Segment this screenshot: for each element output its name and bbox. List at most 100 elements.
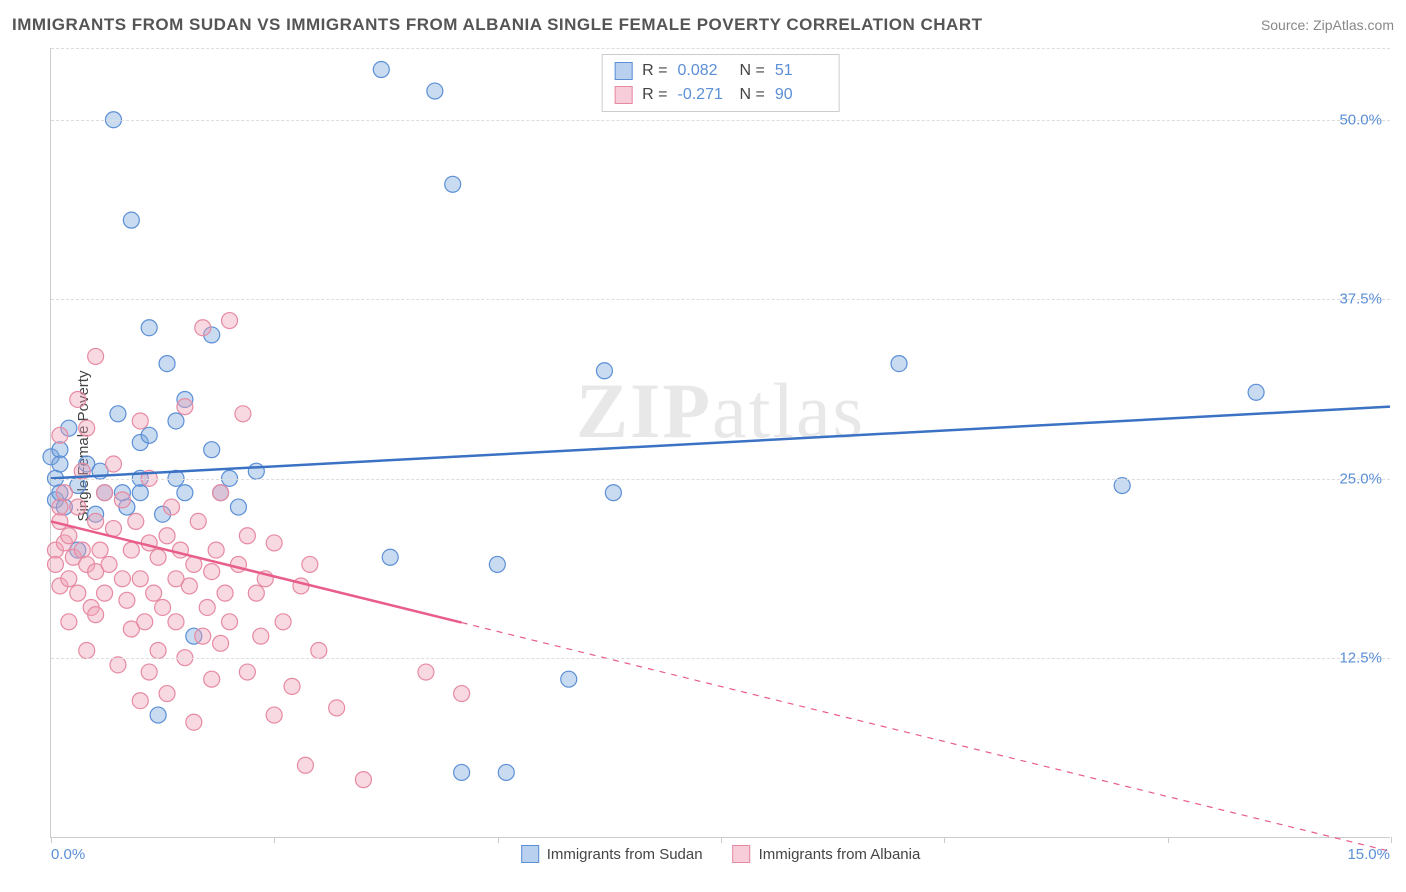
scatter-point-albania [70, 585, 86, 601]
scatter-point-albania [61, 614, 77, 630]
r-value: -0.271 [678, 83, 730, 107]
scatter-point-sudan [454, 764, 470, 780]
y-tick-label: 12.5% [1339, 650, 1382, 667]
scatter-point-sudan [52, 442, 68, 458]
chart-container: IMMIGRANTS FROM SUDAN VS IMMIGRANTS FROM… [0, 0, 1406, 892]
scatter-point-albania [199, 599, 215, 615]
scatter-point-albania [88, 513, 104, 529]
y-tick-label: 25.0% [1339, 470, 1382, 487]
scatter-point-albania [284, 678, 300, 694]
scatter-point-albania [88, 607, 104, 623]
scatter-point-albania [213, 635, 229, 651]
scatter-point-albania [248, 585, 264, 601]
legend-label: Immigrants from Albania [759, 846, 921, 863]
n-value: 51 [775, 59, 827, 83]
scatter-point-sudan [248, 463, 264, 479]
scatter-point-albania [105, 456, 121, 472]
scatter-point-albania [222, 313, 238, 329]
scatter-point-albania [70, 391, 86, 407]
x-tick-label: 0.0% [51, 846, 85, 863]
scatter-point-albania [141, 664, 157, 680]
y-tick-label: 50.0% [1339, 111, 1382, 128]
x-tick-mark [51, 837, 52, 843]
scatter-point-albania [355, 772, 371, 788]
scatter-point-sudan [52, 456, 68, 472]
plot-svg [51, 48, 1390, 837]
scatter-point-albania [302, 556, 318, 572]
scatter-point-albania [88, 348, 104, 364]
scatter-point-sudan [1248, 384, 1264, 400]
scatter-point-albania [97, 585, 113, 601]
scatter-point-sudan [561, 671, 577, 687]
chart-title: IMMIGRANTS FROM SUDAN VS IMMIGRANTS FROM… [12, 15, 982, 35]
scatter-point-albania [141, 535, 157, 551]
legend-item-sudan: Immigrants from Sudan [521, 845, 703, 863]
scatter-point-albania [74, 542, 90, 558]
scatter-point-sudan [141, 427, 157, 443]
scatter-point-albania [181, 578, 197, 594]
gridline-h [51, 658, 1390, 659]
source-link[interactable]: ZipAtlas.com [1313, 17, 1394, 33]
scatter-point-sudan [596, 363, 612, 379]
x-tick-mark [721, 837, 722, 843]
n-value: 90 [775, 83, 827, 107]
scatter-point-sudan [150, 707, 166, 723]
scatter-point-sudan [177, 485, 193, 501]
scatter-point-albania [266, 707, 282, 723]
scatter-point-albania [329, 700, 345, 716]
scatter-point-albania [235, 406, 251, 422]
scatter-point-albania [132, 571, 148, 587]
correlation-stats-box: R = 0.082 N = 51R =-0.271N =90 [601, 54, 840, 112]
x-tick-mark [498, 837, 499, 843]
scatter-point-albania [204, 564, 220, 580]
scatter-point-sudan [110, 406, 126, 422]
legend-label: Immigrants from Sudan [547, 846, 703, 863]
source-attribution: Source: ZipAtlas.com [1261, 17, 1394, 33]
r-label: R = [642, 59, 667, 83]
x-tick-mark [1168, 837, 1169, 843]
scatter-point-albania [159, 686, 175, 702]
gridline-h [51, 299, 1390, 300]
scatter-point-albania [79, 420, 95, 436]
scatter-point-sudan [498, 764, 514, 780]
scatter-point-sudan [891, 356, 907, 372]
x-tick-mark [274, 837, 275, 843]
scatter-point-sudan [605, 485, 621, 501]
x-tick-label: 15.0% [1347, 846, 1390, 863]
r-value: 0.082 [678, 59, 730, 83]
trend-line-dashed-albania [462, 623, 1390, 852]
scatter-point-albania [137, 614, 153, 630]
scatter-point-sudan [123, 212, 139, 228]
scatter-point-albania [70, 499, 86, 515]
gridline-h [51, 120, 1390, 121]
scatter-point-albania [186, 714, 202, 730]
scatter-point-albania [101, 556, 117, 572]
scatter-point-albania [168, 614, 184, 630]
scatter-point-albania [114, 492, 130, 508]
scatter-point-albania [119, 592, 135, 608]
scatter-point-albania [239, 528, 255, 544]
scatter-point-albania [123, 542, 139, 558]
scatter-point-albania [222, 614, 238, 630]
scatter-point-albania [47, 556, 63, 572]
scatter-point-albania [52, 427, 68, 443]
swatch-icon [614, 86, 632, 104]
legend-item-albania: Immigrants from Albania [733, 845, 921, 863]
n-label: N = [740, 59, 765, 83]
stats-row-albania: R =-0.271N =90 [614, 83, 827, 107]
scatter-point-sudan [1114, 478, 1130, 494]
scatter-point-albania [266, 535, 282, 551]
scatter-point-albania [150, 549, 166, 565]
scatter-point-albania [92, 542, 108, 558]
scatter-point-albania [146, 585, 162, 601]
scatter-point-sudan [230, 499, 246, 515]
scatter-point-sudan [204, 442, 220, 458]
scatter-point-albania [418, 664, 434, 680]
gridline-h [51, 479, 1390, 480]
x-tick-mark [1391, 837, 1392, 843]
scatter-point-albania [253, 628, 269, 644]
scatter-point-sudan [489, 556, 505, 572]
scatter-point-albania [97, 485, 113, 501]
scatter-point-albania [132, 413, 148, 429]
swatch-icon [521, 845, 539, 863]
